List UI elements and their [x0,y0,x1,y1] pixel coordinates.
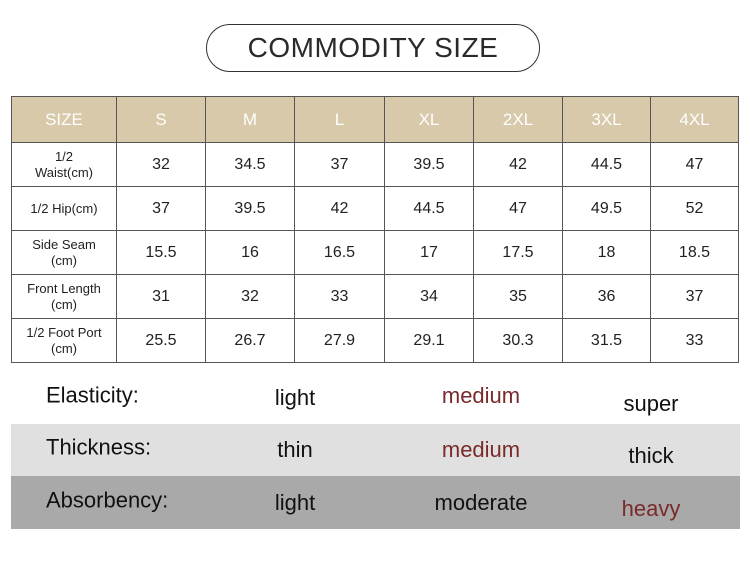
cell: 39.5 [205,186,295,231]
cell: 36 [562,274,651,319]
table-row: 1/2 Foot Port (cm) 25.5 26.7 27.9 29.1 30.3 31… [11,318,739,363]
cell: 32 [116,142,206,187]
cell: 27.9 [294,318,385,363]
cell: 49.5 [562,186,651,231]
cell: 33 [650,318,739,363]
table-row: Side Seam (cm) 15.5 16 16.5 17 17.5 18 18.5 [11,230,739,275]
header-cell: 2XL [473,96,563,143]
cell: 18.5 [650,230,739,275]
cell: 44.5 [562,142,651,187]
row-label: 1/2 Foot Port (cm) [11,318,117,363]
cell: 35 [473,274,563,319]
option: light [274,489,316,515]
row-label: Front Length (cm) [11,274,117,319]
header-cell: XL [384,96,474,143]
table-row: Front Length (cm) 31 32 33 34 35 36 37 [11,274,739,319]
cell: 39.5 [384,142,474,187]
option: moderate [434,489,528,515]
option: thick [628,443,674,469]
cell: 34 [384,274,474,319]
row-label: Side Seam (cm) [11,230,117,275]
cell: 17 [384,230,474,275]
cell: 37 [650,274,739,319]
attribute-row: Elasticity: light medium super [11,372,740,424]
option: thin [277,437,313,462]
table-row: 1/2 Hip(cm) 37 39.5 42 44.5 47 49.5 52 [11,186,739,231]
cell: 33 [294,274,385,319]
cell: 42 [473,142,563,187]
cell: 15.5 [116,230,206,275]
cell: 16.5 [294,230,385,275]
header-cell: 4XL [650,96,739,143]
cell: 16 [205,230,295,275]
cell: 17.5 [473,230,563,275]
cell: 29.1 [384,318,474,363]
cell: 44.5 [384,186,474,231]
size-table: SIZE S M L XL 2XL 3XL 4XL 1/2 Waist(cm) 32 34.5 37 3… [11,96,739,363]
attribute-row: Absorbency: light moderate heavy [11,476,740,529]
option: light [274,385,316,410]
cell: 42 [294,186,385,231]
header-cell: L [294,96,385,143]
header-cell: S [116,96,206,143]
table-row: 1/2 Waist(cm) 32 34.5 37 39.5 42 44.5 47 [11,142,739,187]
attribute-row: Thickness: thin medium thick [11,424,740,476]
option: heavy [621,495,681,521]
header-cell: 3XL [562,96,651,143]
cell: 32 [205,274,295,319]
cell: 37 [116,186,206,231]
cell: 31.5 [562,318,651,363]
cell: 47 [473,186,563,231]
cell: 31 [116,274,206,319]
header-row: SIZE S M L XL 2XL 3XL 4XL [11,96,739,143]
cell: 52 [650,186,739,231]
header-cell: SIZE [11,96,117,143]
attribute-label: Elasticity: [46,382,139,408]
header-cell: M [205,96,295,143]
row-label: 1/2 Hip(cm) [11,186,117,231]
row-label: 1/2 Waist(cm) [11,142,117,187]
cell: 47 [650,142,739,187]
attribute-label: Absorbency: [46,486,169,512]
cell: 30.3 [473,318,563,363]
cell: 37 [294,142,385,187]
cell: 26.7 [205,318,295,363]
cell: 18 [562,230,651,275]
option: medium [441,437,521,462]
title: COMMODITY SIZE [206,24,540,72]
option: medium [441,382,521,408]
cell: 34.5 [205,142,295,187]
option: super [623,391,679,417]
attribute-label: Thickness: [46,434,152,460]
cell: 25.5 [116,318,206,363]
